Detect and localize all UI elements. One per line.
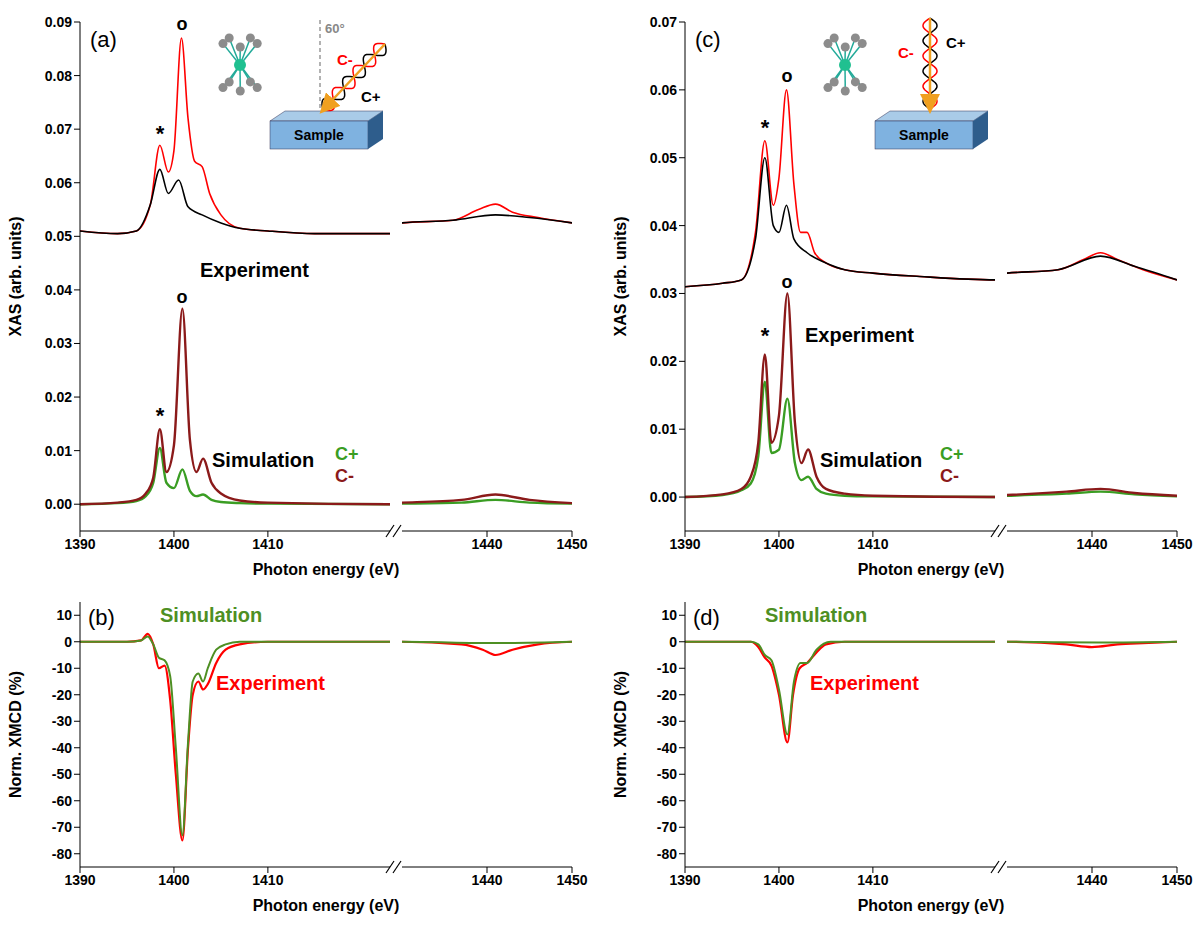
svg-text:-10: -10 xyxy=(657,660,677,676)
html-text:(b): (b) xyxy=(88,605,115,630)
html-text:Photon energy (eV): Photon energy (eV) xyxy=(252,561,400,578)
svg-text:1390: 1390 xyxy=(669,536,700,552)
svg-text:0.06: 0.06 xyxy=(45,175,72,191)
svg-text:0.02: 0.02 xyxy=(650,353,677,369)
html-text:Photon energy (eV): Photon energy (eV) xyxy=(252,897,400,914)
svg-text:C-: C- xyxy=(337,51,353,68)
svg-text:0.01: 0.01 xyxy=(45,443,72,459)
svg-text:1400: 1400 xyxy=(763,536,794,552)
svg-text:Sample: Sample xyxy=(294,127,344,143)
svg-text:1440: 1440 xyxy=(471,536,502,552)
svg-text:1400: 1400 xyxy=(158,536,189,552)
svg-text:0.05: 0.05 xyxy=(650,150,677,166)
svg-text:0.07: 0.07 xyxy=(45,121,72,137)
svg-text:0.01: 0.01 xyxy=(650,421,677,437)
svg-text:1440: 1440 xyxy=(471,872,502,888)
html-text:Simulation: Simulation xyxy=(765,604,868,626)
svg-text:0: 0 xyxy=(64,634,72,650)
html-text:Experiment: Experiment xyxy=(216,672,325,694)
html-text:Experiment: Experiment xyxy=(805,324,914,346)
svg-text:1390: 1390 xyxy=(64,536,95,552)
svg-text:1440: 1440 xyxy=(1076,872,1107,888)
svg-text:Norm. XMCD (%): Norm. XMCD (%) xyxy=(7,671,24,798)
svg-text:1390: 1390 xyxy=(669,872,700,888)
svg-text:0.03: 0.03 xyxy=(45,335,72,351)
html-text:o: o xyxy=(781,66,793,86)
svg-text:0.04: 0.04 xyxy=(650,218,677,234)
svg-text:-20: -20 xyxy=(657,687,677,703)
svg-text:-80: -80 xyxy=(657,846,677,862)
svg-text:-60: -60 xyxy=(52,793,72,809)
svg-text:1410: 1410 xyxy=(252,872,283,888)
html-text:Photon energy (eV): Photon energy (eV) xyxy=(857,561,1005,578)
html-text:C-: C- xyxy=(940,466,959,486)
html-text:C+: C+ xyxy=(940,444,964,464)
svg-text:0.05: 0.05 xyxy=(45,228,72,244)
svg-text:0.09: 0.09 xyxy=(45,14,72,30)
svg-text:C+: C+ xyxy=(361,88,381,105)
svg-text:-30: -30 xyxy=(657,713,677,729)
html-text:Simulation: Simulation xyxy=(820,449,923,471)
html-text:Simulation: Simulation xyxy=(212,449,315,471)
svg-text:0.00: 0.00 xyxy=(45,496,72,512)
svg-text:1450: 1450 xyxy=(556,872,587,888)
svg-text:1400: 1400 xyxy=(763,872,794,888)
svg-text:10: 10 xyxy=(56,607,72,623)
svg-text:0.02: 0.02 xyxy=(45,389,72,405)
svg-text:Norm. XMCD (%): Norm. XMCD (%) xyxy=(612,671,629,798)
svg-text:-60: -60 xyxy=(657,793,677,809)
svg-text:1400: 1400 xyxy=(158,872,189,888)
svg-text:1410: 1410 xyxy=(857,536,888,552)
html-text:(d): (d) xyxy=(693,605,720,630)
html-text:C-: C- xyxy=(335,466,354,486)
svg-text:-50: -50 xyxy=(657,766,677,782)
svg-text:1410: 1410 xyxy=(857,872,888,888)
svg-text:-20: -20 xyxy=(52,687,72,703)
svg-text:C-: C- xyxy=(898,44,914,61)
svg-text:1390: 1390 xyxy=(64,872,95,888)
svg-text:XAS (arb. units): XAS (arb. units) xyxy=(612,216,629,336)
html-text:o: o xyxy=(176,14,188,34)
html-text:(c): (c) xyxy=(695,27,721,52)
svg-text:0.08: 0.08 xyxy=(45,68,72,84)
svg-text:1440: 1440 xyxy=(1076,536,1107,552)
svg-text:60°: 60° xyxy=(325,21,345,36)
svg-text:1450: 1450 xyxy=(1161,536,1192,552)
svg-text:-40: -40 xyxy=(657,740,677,756)
svg-text:-70: -70 xyxy=(52,819,72,835)
svg-text:0: 0 xyxy=(669,634,677,650)
svg-text:0.00: 0.00 xyxy=(650,489,677,505)
svg-text:0.04: 0.04 xyxy=(45,282,72,298)
svg-text:-40: -40 xyxy=(52,740,72,756)
svg-text:1450: 1450 xyxy=(1161,872,1192,888)
svg-text:Sample: Sample xyxy=(899,127,949,143)
svg-text:-10: -10 xyxy=(52,660,72,676)
svg-text:-80: -80 xyxy=(52,846,72,862)
html-text:o: o xyxy=(176,287,188,307)
svg-text:-70: -70 xyxy=(657,819,677,835)
svg-text:10: 10 xyxy=(661,607,677,623)
html-text:o: o xyxy=(781,272,793,292)
svg-text:1450: 1450 xyxy=(556,536,587,552)
svg-text:XAS (arb. units): XAS (arb. units) xyxy=(7,216,24,336)
svg-text:-30: -30 xyxy=(52,713,72,729)
html-text:Experiment: Experiment xyxy=(810,672,919,694)
svg-text:0.03: 0.03 xyxy=(650,285,677,301)
html-text:Simulation: Simulation xyxy=(160,604,263,626)
html-text:Photon energy (eV): Photon energy (eV) xyxy=(857,897,1005,914)
html-text:(a): (a) xyxy=(90,27,117,52)
svg-text:0.06: 0.06 xyxy=(650,82,677,98)
svg-text:1410: 1410 xyxy=(252,536,283,552)
html-text:Experiment: Experiment xyxy=(200,259,309,281)
svg-text:-50: -50 xyxy=(52,766,72,782)
svg-text:C+: C+ xyxy=(946,34,966,51)
html-text:C+: C+ xyxy=(335,444,359,464)
svg-text:0.07: 0.07 xyxy=(650,14,677,30)
